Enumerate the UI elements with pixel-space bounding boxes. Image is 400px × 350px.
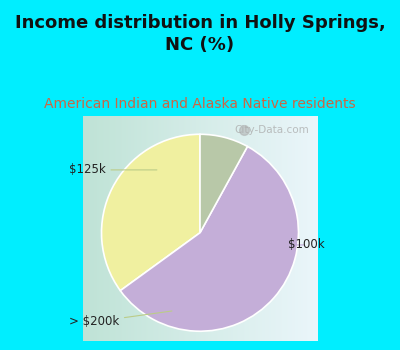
Wedge shape	[102, 134, 200, 290]
Wedge shape	[200, 134, 248, 233]
Text: $125k: $125k	[69, 163, 157, 176]
Text: Income distribution in Holly Springs,
NC (%): Income distribution in Holly Springs, NC…	[15, 14, 385, 54]
Text: American Indian and Alaska Native residents: American Indian and Alaska Native reside…	[44, 97, 356, 111]
Text: > $200k: > $200k	[69, 311, 172, 328]
Wedge shape	[120, 146, 298, 331]
Text: City-Data.com: City-Data.com	[235, 125, 310, 134]
Text: $100k: $100k	[288, 238, 325, 251]
